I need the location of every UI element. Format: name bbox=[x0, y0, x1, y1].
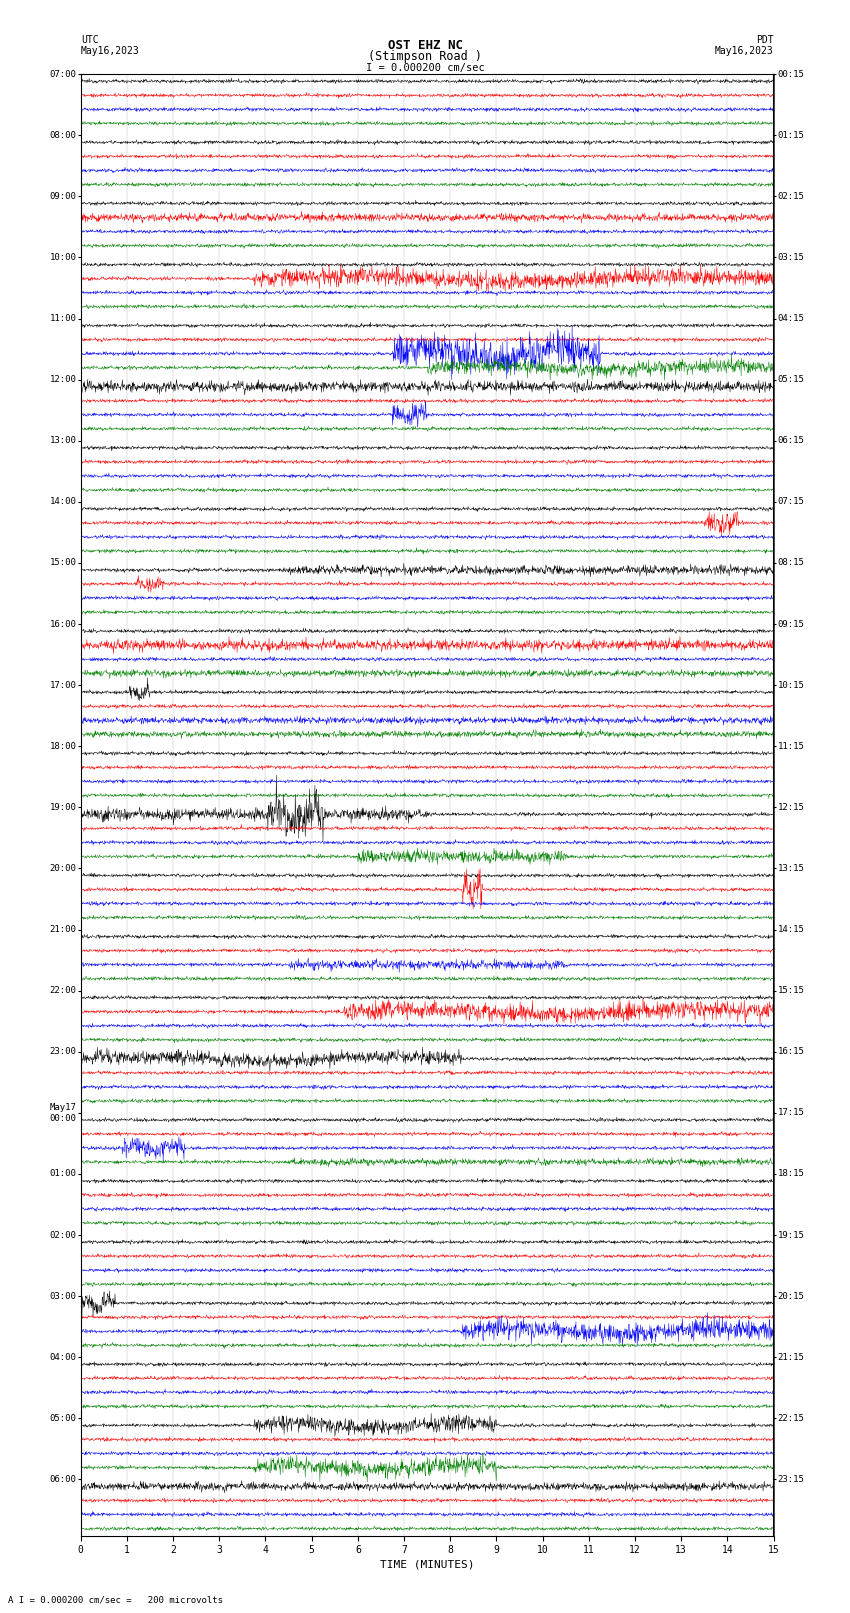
Text: May16,2023: May16,2023 bbox=[715, 47, 774, 56]
Text: I = 0.000200 cm/sec: I = 0.000200 cm/sec bbox=[366, 63, 484, 73]
Text: PDT: PDT bbox=[756, 35, 774, 45]
Text: (Stimpson Road ): (Stimpson Road ) bbox=[368, 50, 482, 63]
Text: UTC: UTC bbox=[81, 35, 99, 45]
X-axis label: TIME (MINUTES): TIME (MINUTES) bbox=[380, 1560, 474, 1569]
Text: A I = 0.000200 cm/sec =   200 microvolts: A I = 0.000200 cm/sec = 200 microvolts bbox=[8, 1595, 224, 1605]
Text: May16,2023: May16,2023 bbox=[81, 47, 139, 56]
Text: OST EHZ NC: OST EHZ NC bbox=[388, 39, 462, 52]
